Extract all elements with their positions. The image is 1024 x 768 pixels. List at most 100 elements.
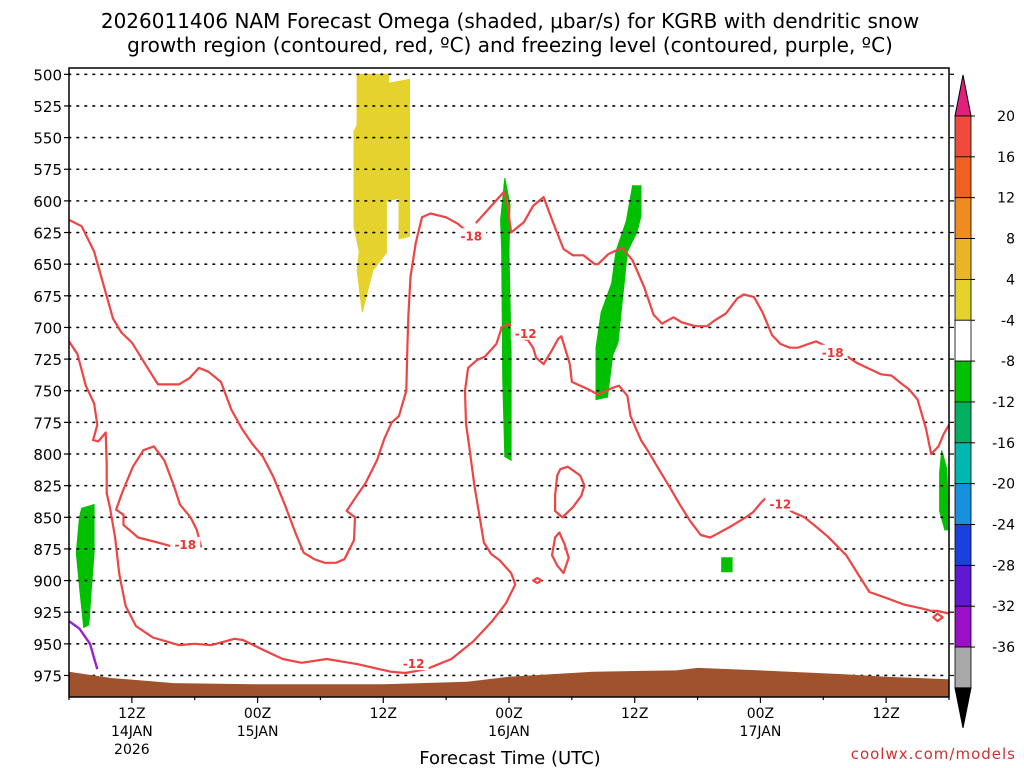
colorbar-segment [954,360,972,403]
colorbar-label: 12 [997,191,1015,207]
dgz-contour-7 [531,576,543,585]
colorbar-label: 16 [997,150,1015,166]
y-tick-label: 700 [33,319,62,337]
y-tick-label: 800 [33,446,62,464]
colorbar-label: 4 [1006,272,1015,288]
colorbar-bottom-triangle [954,687,972,728]
y-tick-label: 750 [33,383,62,401]
colorbar-segment [954,605,972,648]
y-axis: 500 525 550 575 600 625 650 675 700 725 750 775 800 8… [33,66,954,685]
x-tick-year: 2026 [114,742,150,758]
omega-region-3 [595,185,642,401]
dgz-contour-8 [932,612,944,623]
y-tick-label: 900 [33,573,62,591]
dgz-contour-1 [69,212,470,564]
contour-label-bg [765,496,796,511]
x-tick-label: 00Z [244,706,271,722]
ground-surface [69,667,949,697]
contour-label: -18 [822,346,844,360]
contour-label-bg [398,656,429,671]
dgz-contour-3 [69,322,949,675]
y-tick-label: 925 [33,604,62,622]
colorbar-segment [954,564,972,607]
y-tick-label: 625 [33,225,62,243]
y-tick-label: 675 [33,288,62,306]
contour-label-bg [817,344,848,359]
dgz-contour-4 [114,445,203,551]
x-tick-label: 12Z [621,706,648,722]
y-tick-label: 875 [33,541,62,559]
x-tick-label: 12Z [118,706,145,722]
y-tick-label: 600 [33,193,62,211]
colorbar-segment [954,278,972,321]
grid-layer [68,73,950,677]
omega-region-4 [75,503,95,629]
omega-shading-layer [75,73,949,629]
freezing-level-line [69,620,99,670]
y-tick-label: 575 [33,161,62,179]
omega-region-1 [353,73,410,313]
x-tick-date: 16JAN [488,724,530,740]
contour-label-bg [170,537,201,552]
omega-region-6 [939,450,949,531]
colorbar-top-triangle [954,74,972,117]
colorbar-segment [954,115,972,158]
colorbar-label: -4 [1001,313,1015,329]
y-tick-label: 975 [33,667,62,685]
colorbar-label: -24 [992,518,1015,534]
y-tick-label: 525 [33,98,62,116]
colorbar-segment [954,319,972,362]
contour-label: -12 [403,657,425,671]
y-tick-label: 775 [33,414,62,432]
colorbar-label: -12 [992,395,1015,411]
dgz-contour-layer [69,190,949,675]
contour-label: -12 [515,327,537,341]
contour-label: -12 [769,498,791,512]
x-tick-date: 17JAN [740,724,782,740]
x-axis-title: Forecast Time (UTC) [419,748,600,768]
x-axis: 12Z 14JAN 2026 00Z 15JAN 12Z 00Z 16JAN 12Z 00Z 17J… [68,697,950,758]
freezing-level-layer [69,620,99,670]
x-tick-label: 00Z [495,706,522,722]
dgz-contour-6 [550,531,570,575]
dgz-contour-5 [553,465,586,519]
colorbar-label: -8 [1001,354,1015,370]
y-tick-label: 950 [33,636,62,654]
colorbar-segment [954,524,972,566]
colorbar-label: 8 [1006,232,1015,248]
colorbar-label: -32 [992,599,1015,615]
chart-title-line1: 2026011406 NAM Forecast Omega (shaded, μ… [101,9,919,33]
y-tick-label: 825 [33,478,62,496]
dgz-contour-2 [475,190,949,456]
colorbar-segment [954,646,972,689]
colorbar-segment [954,442,972,485]
omega-region-5 [721,557,733,573]
colorbar-segment [954,401,972,444]
colorbar-label: -36 [992,640,1015,656]
y-tick-label: 725 [33,351,62,369]
contour-label: -18 [174,538,196,552]
x-tick-label: 12Z [370,706,397,722]
y-tick-label: 850 [33,509,62,527]
x-tick-date: 14JAN [111,724,153,740]
x-tick-date: 15JAN [237,724,279,740]
colorbar-segment [954,483,972,525]
chart-title-line2: growth region (contoured, red, ºC) and f… [127,33,893,57]
colorbar-segment [954,197,972,239]
credit-text: coolwx.com/models [851,745,1016,763]
colorbar-label: 20 [997,109,1015,125]
y-tick-label: 650 [33,256,62,274]
colorbar: 20 16 12 8 4 -4 -8 -12 -16 -20 -24 -28 -32 -36 [954,74,1015,728]
colorbar-segment [954,156,972,199]
y-tick-label: 500 [33,66,62,84]
x-tick-label: 00Z [747,706,774,722]
contour-label-layer: -18 -12 -18 -12 -18 -12 [170,228,848,671]
contour-label: -18 [460,229,482,243]
ground-layer [69,667,949,697]
contour-label-bg [456,228,487,243]
contour-label-bg [510,325,541,340]
colorbar-label: -16 [992,436,1015,452]
colorbar-label: -20 [992,477,1015,493]
x-tick-label: 12Z [872,706,899,722]
